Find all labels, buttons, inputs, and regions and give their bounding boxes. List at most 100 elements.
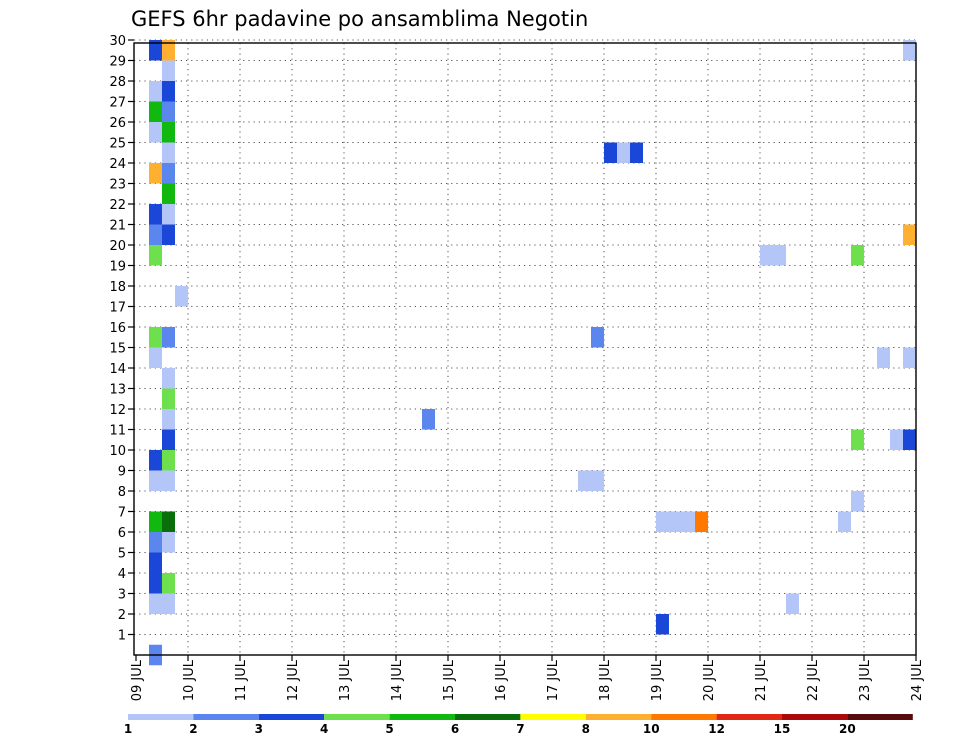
y-tick-label: 21 xyxy=(109,219,126,234)
colorbar-swatch xyxy=(520,714,586,720)
y-tick-label: 19 xyxy=(109,260,126,275)
precip-cell xyxy=(162,532,175,553)
y-tick-label: 7 xyxy=(118,506,126,521)
precip-cell xyxy=(773,245,786,266)
y-tick-label: 18 xyxy=(109,280,126,295)
colorbar-label: 15 xyxy=(774,722,791,736)
x-tick-label: 24 JUL xyxy=(910,659,925,701)
y-tick-label: 30 xyxy=(109,34,126,49)
precip-cell xyxy=(877,347,890,368)
colorbar-label: 8 xyxy=(582,722,590,736)
precip-cell xyxy=(149,450,162,471)
precip-cell xyxy=(149,122,162,143)
colorbar-swatch xyxy=(847,714,913,720)
x-tick-label: 19 JUL xyxy=(650,659,665,701)
y-tick-label: 14 xyxy=(109,362,126,377)
precip-cell xyxy=(591,327,604,348)
x-tick-label: 23 JUL xyxy=(858,659,873,701)
y-tick-label: 29 xyxy=(109,55,126,70)
precip-cell xyxy=(851,429,864,450)
y-tick-label: 5 xyxy=(118,547,126,562)
precip-cell xyxy=(422,409,435,430)
x-tick-label: 10 JUL xyxy=(182,659,197,701)
precip-cell xyxy=(162,40,175,61)
colorbar-swatch xyxy=(389,714,455,720)
grid-lines xyxy=(134,39,916,655)
precip-cell xyxy=(162,101,175,122)
chart-title: GEFS 6hr padavine po ansamblima Negotin xyxy=(131,7,588,31)
precip-cell xyxy=(162,122,175,143)
precip-cell xyxy=(149,163,162,184)
colorbar-label: 2 xyxy=(189,722,197,736)
precip-cell xyxy=(695,511,708,532)
colorbar-swatch xyxy=(651,714,717,720)
y-tick-label: 26 xyxy=(109,116,126,131)
precip-cell xyxy=(162,183,175,204)
precip-cell xyxy=(162,470,175,491)
precip-cell xyxy=(162,511,175,532)
colorbar-label: 4 xyxy=(320,722,328,736)
colorbar-swatch xyxy=(716,714,782,720)
colorbar-swatch xyxy=(324,714,390,720)
precipitation-cells xyxy=(149,40,916,666)
colorbar-label: 7 xyxy=(516,722,524,736)
precip-cell xyxy=(149,204,162,225)
x-tick-label: 16 JUL xyxy=(494,659,509,701)
precip-cell xyxy=(162,368,175,389)
precip-cell xyxy=(656,614,669,635)
x-tick-label: 12 JUL xyxy=(286,659,301,701)
y-axis: 1234567891011121314151617181920212223242… xyxy=(109,34,134,644)
precip-cell xyxy=(786,593,799,614)
precip-cell xyxy=(149,40,162,61)
precip-cell xyxy=(149,511,162,532)
x-tick-label: 22 JUL xyxy=(806,659,821,701)
y-tick-label: 1 xyxy=(118,629,126,644)
precip-cell xyxy=(149,245,162,266)
colorbar-swatch xyxy=(258,714,325,720)
precip-cell xyxy=(149,347,162,368)
colorbar-label: 10 xyxy=(643,722,660,736)
y-tick-label: 23 xyxy=(109,178,126,193)
precip-cell xyxy=(162,593,175,614)
x-tick-label: 09 JUL xyxy=(130,659,145,701)
precip-cell xyxy=(162,429,175,450)
precip-cell xyxy=(162,163,175,184)
precip-cell xyxy=(149,532,162,553)
x-tick-label: 11 JUL xyxy=(234,659,249,701)
y-tick-label: 25 xyxy=(109,137,126,152)
precip-cell xyxy=(669,511,682,532)
precip-cell xyxy=(162,142,175,163)
y-tick-label: 8 xyxy=(118,485,126,500)
precip-cell xyxy=(604,142,617,163)
precip-cell xyxy=(851,491,864,512)
precip-cell xyxy=(149,470,162,491)
precip-cell xyxy=(149,573,162,594)
precip-cell xyxy=(162,409,175,430)
y-tick-label: 28 xyxy=(109,75,126,90)
precip-cell xyxy=(149,101,162,122)
precip-cell xyxy=(162,204,175,225)
precip-cell xyxy=(162,573,175,594)
precip-cell xyxy=(838,511,851,532)
precip-cell xyxy=(903,40,916,61)
colorbar-label: 5 xyxy=(385,722,393,736)
colorbar-label: 12 xyxy=(708,722,725,736)
precip-cell xyxy=(890,429,903,450)
precip-cell xyxy=(162,388,175,409)
precip-cell xyxy=(175,286,188,307)
precip-cell xyxy=(656,511,669,532)
y-tick-label: 13 xyxy=(109,383,126,398)
precip-cell xyxy=(162,81,175,102)
y-tick-label: 3 xyxy=(118,588,126,603)
y-tick-label: 17 xyxy=(109,301,126,316)
precip-cell xyxy=(149,327,162,348)
colorbar-swatch xyxy=(585,714,652,720)
y-tick-label: 22 xyxy=(109,198,126,213)
colorbar-swatch xyxy=(193,714,259,720)
y-tick-label: 11 xyxy=(109,424,126,439)
colorbar-label: 6 xyxy=(451,722,459,736)
precip-cell xyxy=(903,347,916,368)
y-tick-label: 15 xyxy=(109,342,126,357)
colorbar-swatch xyxy=(455,714,521,720)
